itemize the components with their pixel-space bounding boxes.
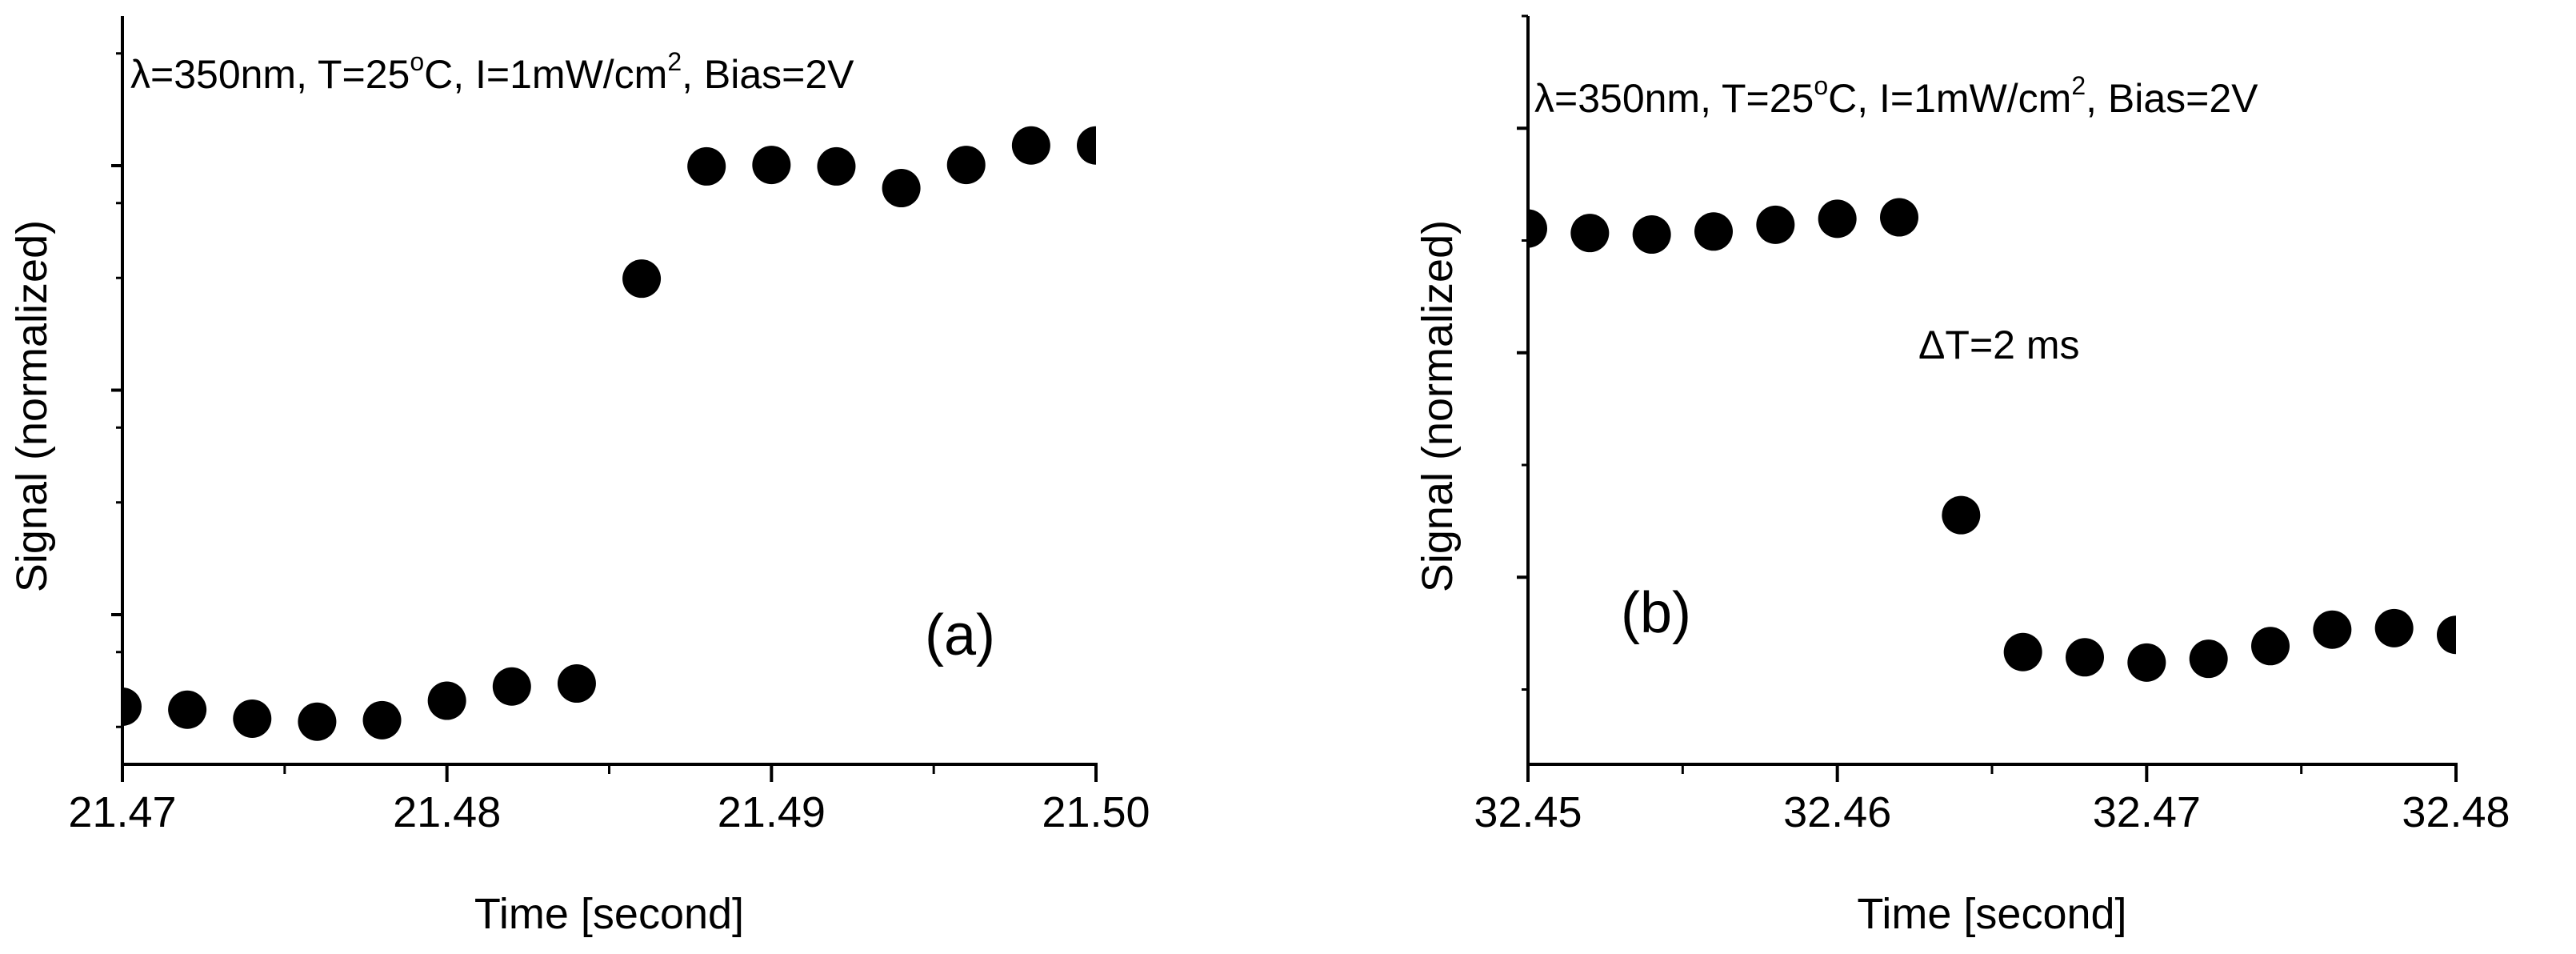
panel-b-delta-t-annotation: ΔT=2 ms xyxy=(1918,323,2080,367)
panel-a-points xyxy=(122,126,1096,741)
panel-b-data-point xyxy=(1818,199,1857,238)
panel-a-data-point xyxy=(168,690,207,729)
panel-b-x-tick-label: 32.45 xyxy=(1474,788,1582,836)
panel-b-data-point xyxy=(1756,205,1795,244)
panel-a-annotation-degree: o xyxy=(410,47,424,76)
panel-a-data-point xyxy=(817,146,856,186)
panel-a-data-point xyxy=(233,699,272,738)
panel-b-data-point xyxy=(2127,643,2166,682)
panel-a-annotation-pre: =350nm, T=25 xyxy=(150,52,410,97)
panel-b-data-point xyxy=(2313,610,2352,649)
panel-a-data-point xyxy=(687,146,726,186)
panel-b-data-point xyxy=(2374,608,2414,647)
panel-b-data-point xyxy=(2251,627,2290,666)
panel-a-data-point xyxy=(557,664,596,703)
panel-b-delta-rest: T=2 ms xyxy=(1945,323,2079,367)
panel-a-annotation-squared: 2 xyxy=(667,47,682,76)
panel-b-conditions-annotation: λ=350nm, T=25oC, I=1mW/cm2, Bias=2V xyxy=(1534,71,2258,121)
panel-b-points xyxy=(1528,198,2456,682)
panel-a-tick-labels: 21.47 21.48 21.49 21.50 xyxy=(68,788,1150,836)
panel-b-y-axis-label: Signal (normalized) xyxy=(1414,220,1462,592)
panel-b-x-tick-label: 32.47 xyxy=(2093,788,2201,836)
panel-b-ticks xyxy=(1517,14,2458,782)
panel-a: 21.47 21.48 21.49 21.50 Time [second] Signa… xyxy=(8,16,1150,938)
panel-a-data-point xyxy=(492,667,531,706)
panel-b-data-point xyxy=(1528,209,1547,248)
panel-a-annotation-post1: C, I=1mW/cm xyxy=(424,52,667,97)
panel-b-delta-symbol: Δ xyxy=(1918,323,1945,367)
panel-b-data-point xyxy=(2437,615,2456,655)
panel-b-tick-labels: 32.45 32.46 32.47 32.48 xyxy=(1474,788,2510,836)
panel-b-data-point xyxy=(1570,214,1610,253)
panel-a-data-point xyxy=(946,146,986,185)
panel-b-data-point xyxy=(2066,638,2104,677)
panel-a-annotation-post2: , Bias=2V xyxy=(682,52,854,97)
panel-b-annotation-degree: o xyxy=(1814,71,1828,100)
panel-a-data-point xyxy=(622,259,662,299)
panel-a-conditions-annotation: λ=350nm, T=25oC, I=1mW/cm2, Bias=2V xyxy=(130,47,854,97)
panel-b-annotation-pre: =350nm, T=25 xyxy=(1554,76,1814,121)
panel-b-axes xyxy=(1526,16,2458,766)
panel-a-x-tick-label: 21.48 xyxy=(393,788,501,836)
panel-b-x-axis-label: Time [second] xyxy=(1857,890,2126,938)
panel-b-annotation-squared: 2 xyxy=(2071,71,2086,100)
panel-b-x-tick-label: 32.48 xyxy=(2402,788,2510,836)
panel-a-annotation-lambda: λ xyxy=(130,52,150,97)
panel-b-x-tick-label: 32.46 xyxy=(1783,788,1891,836)
panel-a-data-point xyxy=(752,146,791,185)
panel-b-data-point xyxy=(1880,198,1918,237)
panel-b-label: (b) xyxy=(1621,581,1691,645)
panel-a-data-point xyxy=(1077,126,1096,165)
panel-a-label: (a) xyxy=(925,603,995,667)
panel-b-data-point xyxy=(1632,215,1671,255)
panel-b-annotation-post1: C, I=1mW/cm xyxy=(1828,76,2071,121)
panel-a-data-point xyxy=(362,700,402,740)
panel-b: 32.45 32.46 32.47 32.48 Time [second] Signa… xyxy=(1414,14,2510,938)
panel-b-data-point xyxy=(2189,639,2228,679)
panel-b-data-point xyxy=(2003,632,2042,671)
panel-a-data-point xyxy=(1011,126,1050,165)
panel-b-data-point xyxy=(1694,212,1733,251)
panel-a-data-point xyxy=(122,687,142,726)
panel-a-data-point xyxy=(427,681,466,720)
panel-a-data-point xyxy=(882,169,921,208)
panel-b-annotation-lambda: λ xyxy=(1534,76,1554,121)
panel-a-ticks xyxy=(111,52,1098,782)
panel-a-y-axis-label: Signal (normalized) xyxy=(8,220,56,592)
panel-a-x-tick-label: 21.49 xyxy=(718,788,826,836)
panel-a-x-axis-label: Time [second] xyxy=(474,890,744,938)
panel-b-annotation-post2: , Bias=2V xyxy=(2086,76,2258,121)
panel-b-data-point xyxy=(1942,495,1981,535)
panel-a-data-point xyxy=(298,702,337,741)
panel-a-x-tick-label: 21.50 xyxy=(1042,788,1150,836)
panel-a-x-tick-label: 21.47 xyxy=(68,788,176,836)
